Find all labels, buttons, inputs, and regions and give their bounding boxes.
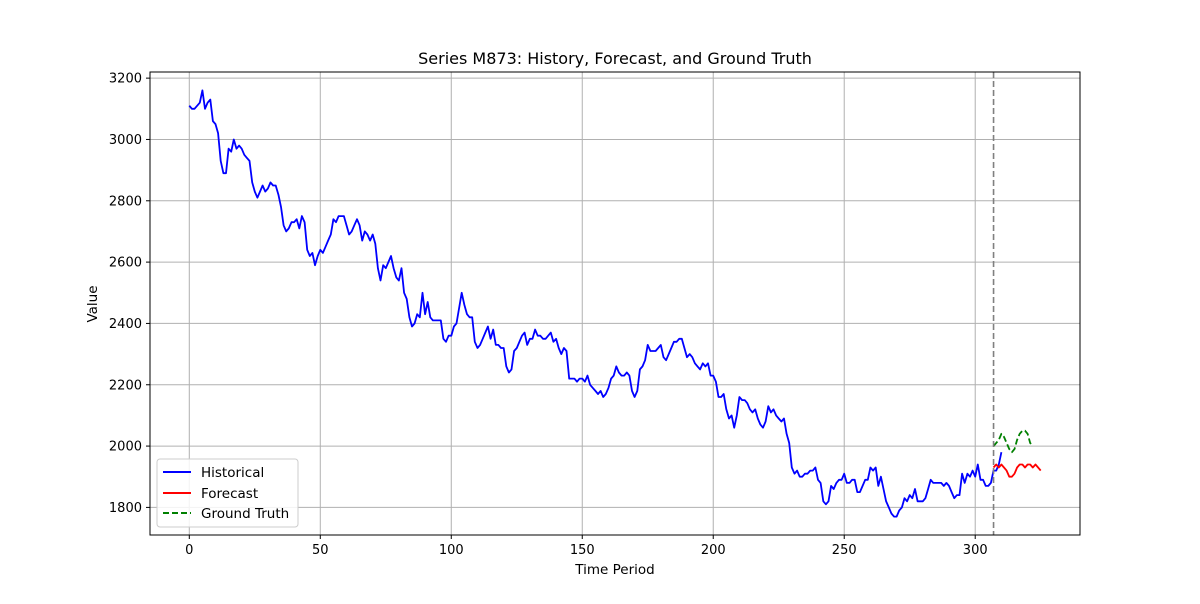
x-tick-label: 100 [439, 543, 464, 558]
y-tick-label: 3200 [109, 72, 142, 87]
chart-title: Series M873: History, Forecast, and Grou… [418, 49, 812, 68]
grid-lines [150, 72, 1080, 535]
x-tick-label: 150 [570, 543, 595, 558]
x-tick-label: 300 [963, 543, 988, 558]
x-axis-label: Time Period [574, 562, 654, 578]
legend-box [156, 458, 299, 528]
legend-label-historical: Historical [201, 465, 264, 481]
series-forecast-line [992, 463, 1042, 478]
y-tick-label: 2600 [109, 256, 142, 271]
y-tick-label: 2200 [109, 378, 142, 393]
y-tick-label: 2400 [109, 317, 142, 332]
series-historical-line [188, 89, 1003, 518]
x-tick-label: 250 [832, 543, 857, 558]
x-tick-label: 50 [312, 543, 329, 558]
x-axis-ticks: 0 50 100 150 200 250 300 [185, 535, 988, 558]
legend: Historical Forecast Ground Truth [156, 458, 299, 528]
y-tick-label: 3000 [109, 133, 142, 148]
plot-frame [149, 71, 1081, 536]
x-tick-label: 0 [185, 543, 193, 558]
y-axis-ticks: 1800 2000 2200 2400 2600 2800 3000 3200 [109, 72, 150, 516]
plot-series [188, 89, 1042, 518]
legend-label-ground-truth: Ground Truth [201, 506, 289, 522]
legend-label-forecast: Forecast [201, 486, 258, 502]
y-tick-label: 2000 [109, 440, 142, 455]
y-tick-label: 1800 [109, 501, 142, 516]
x-tick-label: 200 [701, 543, 726, 558]
y-axis-label: Value [85, 285, 101, 322]
series-ground-truth-line [992, 429, 1034, 454]
y-tick-label: 2800 [109, 194, 142, 209]
